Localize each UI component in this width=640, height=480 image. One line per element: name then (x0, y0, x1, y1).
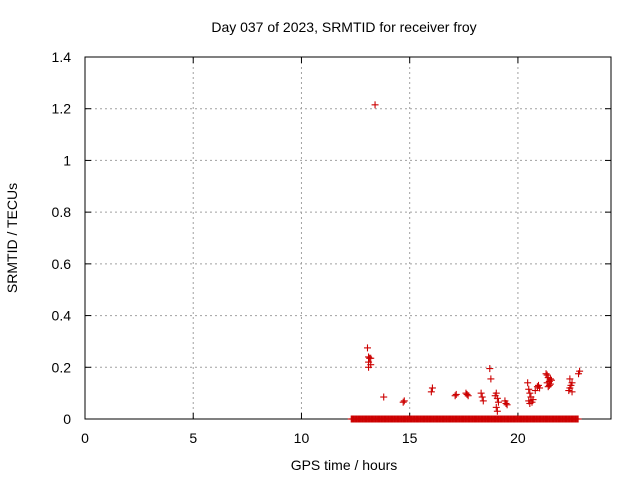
chart-title: Day 037 of 2023, SRMTID for receiver fro… (211, 19, 476, 35)
data-point (502, 399, 510, 407)
data-point (568, 388, 576, 396)
y-tick-label: 0.2 (52, 359, 72, 375)
data-point (492, 389, 500, 397)
data-point (380, 393, 388, 401)
x-tick-label: 20 (510, 430, 526, 446)
y-tick-label: 1 (63, 152, 71, 168)
data-point (542, 370, 550, 378)
data-point (371, 101, 379, 109)
data-point (544, 383, 552, 391)
data-point (524, 379, 532, 387)
tick-labels: 0 5 10 15 20 0 0.2 0.4 0.6 0.8 1 1.2 1.4 (52, 49, 526, 446)
y-tick-label: 1.4 (52, 49, 72, 65)
data-point (547, 376, 555, 384)
x-tick-label: 10 (294, 430, 310, 446)
data-point (503, 401, 511, 409)
data-point (492, 403, 500, 411)
y-axis-label: SRMTID / TECUs (4, 183, 20, 293)
x-axis-label: GPS time / hours (291, 457, 398, 473)
x-tick-label: 0 (81, 430, 89, 446)
data-point (365, 363, 373, 371)
data-point (486, 365, 494, 373)
data-point (568, 379, 576, 387)
y-tick-label: 0 (63, 411, 71, 427)
data-point (493, 394, 501, 402)
data-point (494, 398, 502, 406)
data-point (487, 375, 495, 383)
data-point (478, 393, 486, 401)
data-point (363, 344, 371, 352)
data-point (452, 390, 460, 398)
data-point (428, 384, 436, 392)
data-point (526, 389, 534, 397)
data-point (427, 388, 435, 396)
data-points (347, 101, 584, 423)
data-point (479, 397, 487, 405)
data-point (526, 399, 534, 407)
y-tick-label: 0.6 (52, 256, 72, 272)
y-tick-label: 0.8 (52, 204, 72, 220)
data-point (543, 379, 551, 387)
data-point (536, 384, 544, 392)
data-point (546, 375, 554, 383)
data-point (477, 389, 485, 397)
baseline-point (574, 415, 582, 423)
data-point (367, 354, 375, 362)
y-tick-label: 1.2 (52, 101, 72, 117)
plot-area-frame (84, 56, 612, 420)
y-tick-label: 0.4 (52, 308, 72, 324)
axis-ticks (84, 56, 611, 420)
grid-lines (85, 57, 611, 419)
x-tick-label: 15 (402, 430, 418, 446)
x-tick-label: 5 (189, 430, 197, 446)
data-point (451, 392, 459, 400)
data-point (529, 396, 537, 404)
data-point (399, 398, 407, 406)
data-point (566, 375, 574, 383)
data-point (531, 387, 539, 395)
data-point (464, 392, 472, 400)
data-point (400, 397, 408, 405)
data-point (463, 390, 471, 398)
data-point (576, 367, 584, 375)
data-point (525, 385, 533, 393)
data-point (493, 407, 501, 415)
